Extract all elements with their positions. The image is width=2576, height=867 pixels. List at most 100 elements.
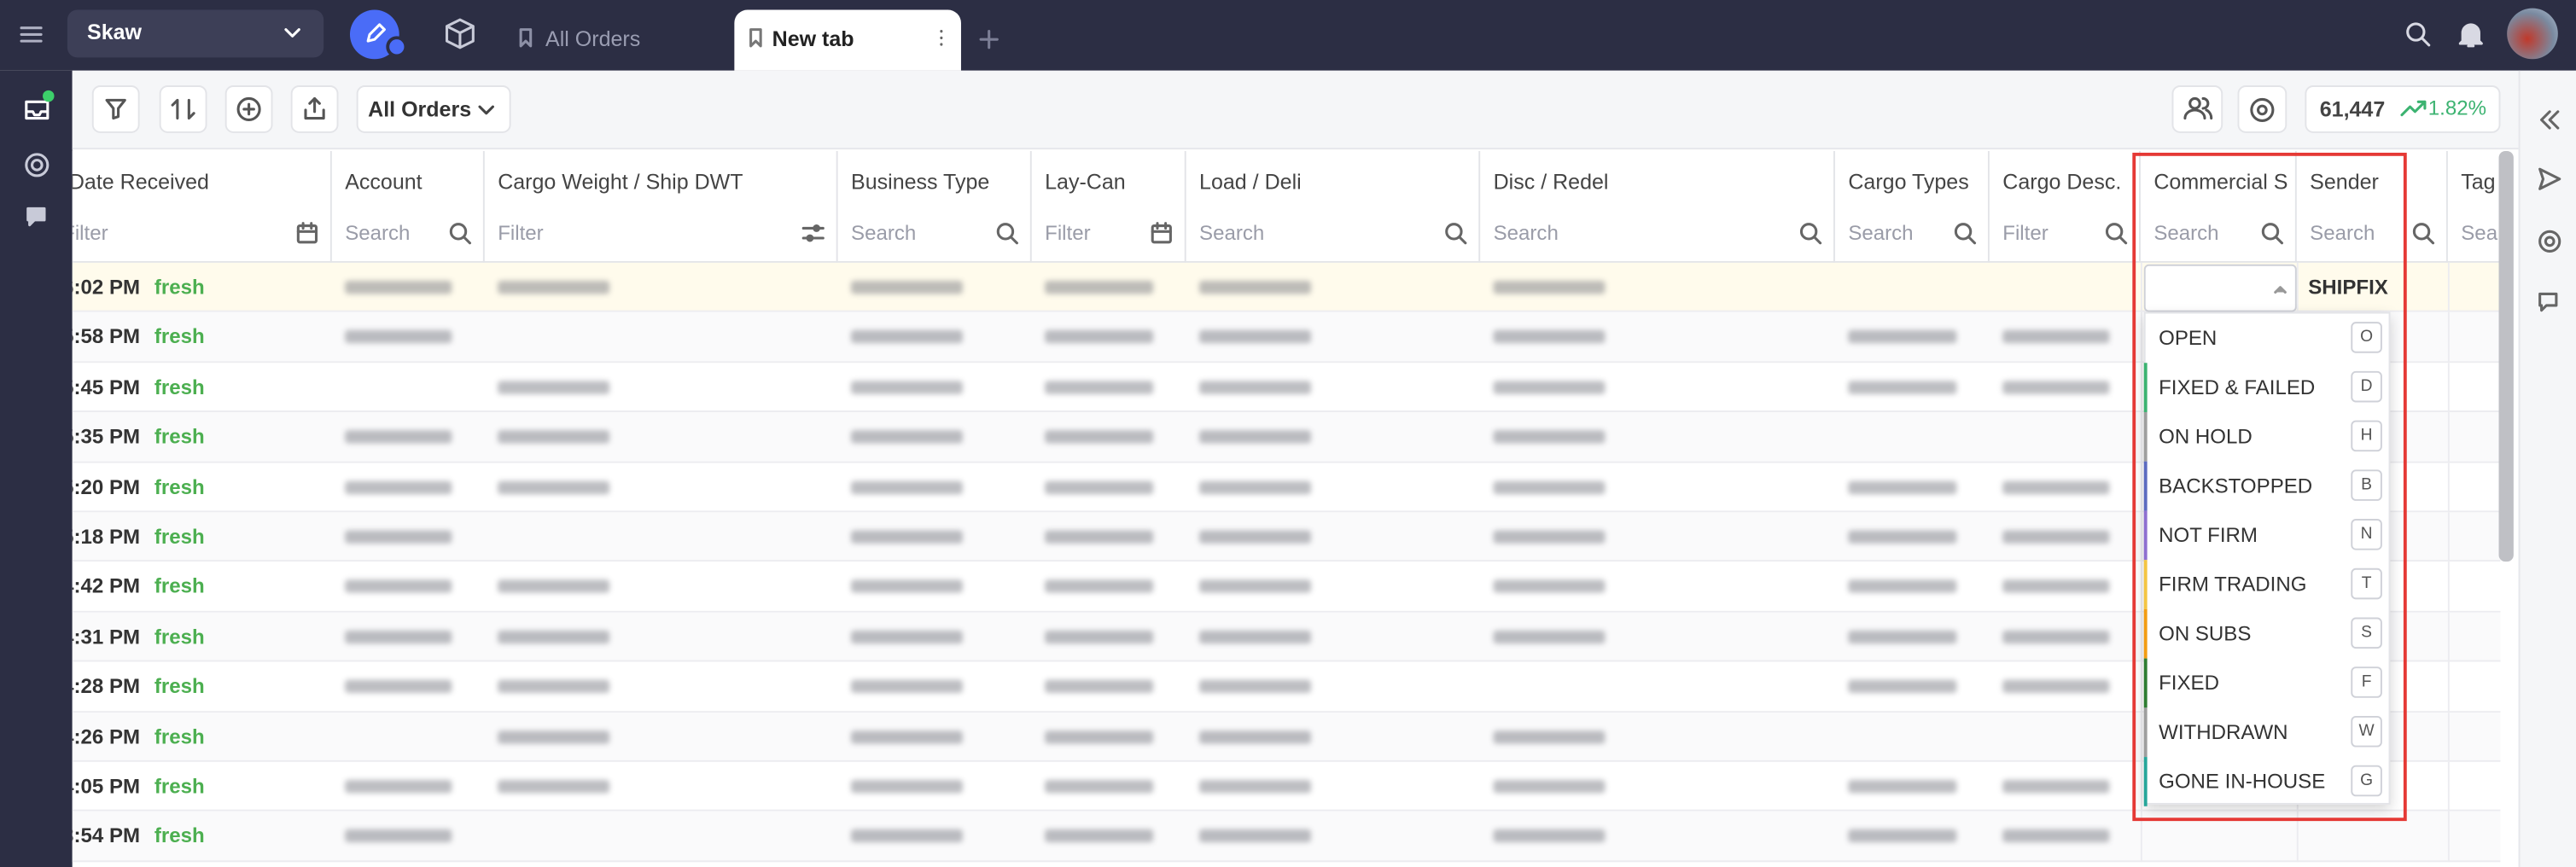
status-option[interactable]: FIRM TRADING T — [2143, 560, 2391, 609]
table-row[interactable]: 5:18 PM fresh — [72, 512, 2501, 562]
shortcut-key: F — [2351, 666, 2382, 698]
table-row[interactable]: 4:05 PM fresh — [72, 761, 2501, 812]
status-option[interactable]: ON SUBS S — [2143, 608, 2391, 659]
sort-button[interactable] — [159, 85, 207, 133]
redacted-cell — [851, 281, 963, 294]
filter-icon — [296, 222, 318, 244]
status-option[interactable]: ON HOLD H — [2143, 411, 2391, 462]
bookmark-icon — [519, 28, 533, 48]
filter-icon — [2412, 223, 2435, 245]
status-option[interactable]: WITHDRAWN W — [2143, 707, 2391, 758]
column-filter[interactable]: Filter — [498, 221, 544, 245]
redacted-cell — [1848, 381, 1957, 394]
column-header: Disc / Redel Search — [1480, 151, 1835, 263]
status-option[interactable]: FIXED F — [2143, 658, 2391, 708]
column-filter[interactable]: Filter — [73, 221, 108, 245]
sender: SHIPFIX — [2308, 276, 2388, 300]
filter-button[interactable] — [91, 85, 140, 133]
column-filter[interactable]: Search — [345, 221, 411, 245]
tab[interactable]: All Orders — [545, 26, 641, 51]
avatar[interactable] — [2507, 8, 2558, 60]
view-select[interactable] — [356, 85, 511, 133]
redacted-cell — [2002, 480, 2109, 494]
column-filter[interactable]: Search — [2310, 221, 2375, 245]
status-tag: fresh — [154, 575, 205, 599]
column-title: Tag — [2461, 169, 2496, 195]
status-option[interactable]: NOT FIRM N — [2143, 510, 2391, 561]
redacted-cell — [851, 480, 963, 494]
received-time: 4:28 PM — [73, 675, 141, 699]
column-filter[interactable]: Search — [851, 221, 917, 245]
status-option[interactable]: GONE IN-HOUSE G — [2143, 757, 2391, 806]
compass-icon[interactable] — [23, 151, 51, 179]
cell-divider — [2140, 712, 2142, 762]
settings-button[interactable] — [2237, 85, 2288, 133]
menu-icon[interactable] — [18, 21, 44, 48]
column-filter[interactable]: Search — [1493, 221, 1559, 245]
redacted-cell — [1199, 430, 1311, 444]
status-tag: fresh — [154, 525, 205, 549]
table-row[interactable]: 3:54 PM fresh — [72, 812, 2501, 862]
table-row[interactable]: 5:35 PM fresh — [72, 412, 2501, 463]
column-filter[interactable]: Search — [2461, 221, 2500, 245]
active-tab[interactable] — [734, 9, 961, 71]
column-filter[interactable]: Filter — [1045, 221, 1091, 245]
pencil-icon — [366, 23, 386, 43]
orders-table: Date Received Filter Account Search Cargo We… — [72, 151, 2501, 867]
column-filter[interactable]: Search — [2153, 221, 2219, 245]
tab-menu[interactable] — [933, 26, 949, 49]
new-tab-button[interactable] — [977, 28, 1000, 51]
redacted-cell — [851, 730, 963, 743]
table-row[interactable]: 6:02 PM fresh SHIPFIX — [72, 262, 2501, 313]
table-row[interactable]: 5:58 PM fresh — [72, 312, 2501, 363]
received-time: 6:02 PM — [73, 276, 141, 300]
workspace-select[interactable] — [67, 9, 324, 58]
redacted-cell — [1848, 679, 1957, 694]
inbox-icon[interactable] — [23, 97, 53, 124]
export-icon — [304, 96, 325, 120]
redacted-cell — [345, 480, 453, 494]
redacted-cell — [345, 430, 453, 444]
table-row[interactable]: 5:45 PM fresh — [72, 362, 2501, 413]
table-row[interactable]: 4:28 PM fresh — [72, 661, 2501, 713]
cell-divider — [2140, 412, 2142, 463]
status-option[interactable]: OPEN O — [2144, 314, 2391, 364]
send-icon[interactable] — [2537, 166, 2563, 192]
column-header: Sender Search — [2297, 151, 2448, 263]
chat-icon[interactable] — [2537, 289, 2563, 316]
status-tag: fresh — [154, 824, 205, 848]
redacted-cell — [851, 780, 963, 794]
shortcut-key: W — [2351, 715, 2382, 748]
scrollbar[interactable] — [2498, 151, 2514, 562]
column-filter[interactable]: Search — [1848, 221, 1914, 245]
redacted-cell — [1199, 281, 1311, 294]
gear-icon — [2250, 97, 2275, 122]
status-option[interactable]: FIXED & FAILED D — [2143, 363, 2391, 412]
table-row[interactable]: 4:26 PM fresh — [72, 712, 2501, 762]
cube-icon[interactable] — [444, 16, 476, 52]
chat-icon[interactable] — [23, 204, 53, 230]
redacted-cell — [345, 829, 453, 843]
status-option[interactable]: BACKSTOPPED B — [2143, 461, 2391, 511]
table-row[interactable]: 4:42 PM fresh — [72, 562, 2501, 613]
table-row[interactable]: 4:31 PM fresh — [72, 612, 2501, 662]
filter-icon — [2105, 223, 2128, 245]
status-select[interactable] — [2143, 264, 2297, 312]
compass-icon[interactable] — [2537, 228, 2563, 254]
collapse-icon[interactable] — [2537, 107, 2563, 133]
column-filter[interactable]: Search — [1199, 221, 1265, 245]
redacted-cell — [1199, 580, 1311, 594]
status-dropdown — [2143, 311, 2391, 805]
redacted-cell — [1493, 780, 1606, 794]
column-header: Date Received Filter — [73, 151, 332, 263]
redacted-cell — [1493, 430, 1606, 444]
column-filter[interactable]: Filter — [2002, 221, 2049, 245]
search-icon[interactable] — [2404, 20, 2433, 49]
table-row[interactable]: 5:20 PM fresh — [72, 462, 2501, 513]
column-title: Cargo Desc. — [2002, 169, 2122, 195]
status-tag: fresh — [154, 276, 205, 300]
redacted-cell — [1199, 530, 1311, 544]
received-time: 3:54 PM — [73, 824, 141, 848]
bell-icon[interactable] — [2456, 20, 2486, 49]
